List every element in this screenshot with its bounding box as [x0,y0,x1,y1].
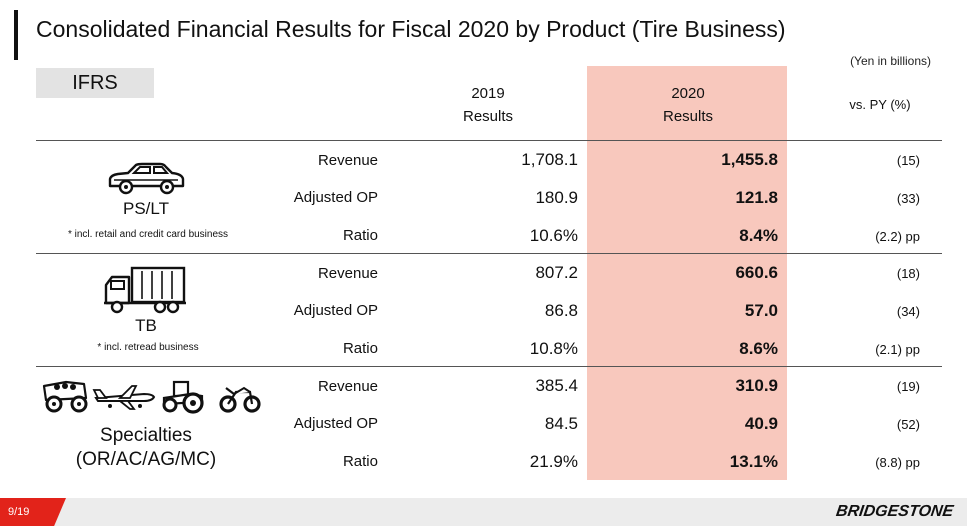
table-divider [36,366,942,367]
value-2019: 180.9 [535,188,578,207]
value-2019: 385.4 [535,376,578,395]
metric-label: Revenue [317,378,378,395]
segment-name-pslt: PS/LT [123,199,169,218]
value-2019: 84.5 [544,414,578,433]
car-icon [108,162,185,195]
value-2019: 10.8% [529,339,578,358]
value-vs-py: (52) [896,417,920,432]
value-2020: 121.8 [735,188,778,207]
segment-note-tb: * incl. retread business [97,342,199,353]
footer-bar [0,498,967,526]
value-2020: 40.9 [744,414,778,433]
value-2019: 807.2 [535,263,578,282]
metric-label: Adjusted OP [293,302,378,319]
page-title: Consolidated Financial Results for Fisca… [36,16,786,42]
value-2019: 10.6% [529,226,578,245]
value-2020: 13.1% [729,452,778,471]
metric-label: Adjusted OP [293,415,378,432]
value-2019: 1,708.1 [521,150,578,169]
bridgestone-logo: BRIDGESTONE [834,503,955,520]
specialty-vehicles-icon [42,380,261,414]
page-number-tab [0,498,66,526]
value-2020: 660.6 [735,263,778,282]
value-2020: 310.9 [735,376,778,395]
metric-label: Revenue [317,152,378,169]
value-vs-py: (2.2) pp [875,229,920,244]
title-accent-bar [14,10,18,60]
fy2020-highlight-column [587,66,787,480]
ifrs-label: IFRS [36,68,154,98]
metric-label: Adjusted OP [293,189,378,206]
value-vs-py: (33) [896,191,920,206]
segment-name-specialties-subtitle: (OR/AC/AG/MC) [75,449,217,470]
value-vs-py: (15) [896,153,920,168]
header-2020-year: 2020 [671,85,705,102]
metric-label: Ratio [342,453,378,470]
segment-name-specialties: Specialties [100,425,192,446]
metric-label: Revenue [317,265,378,282]
header-2019-results: 2019 Results [438,82,538,128]
value-vs-py: (34) [896,304,920,319]
unit-note: (Yen in billions) [850,54,931,68]
truck-icon [104,266,186,314]
value-2020: 8.6% [739,339,778,358]
header-vs-py: vs. PY (%) [849,97,911,112]
table-divider [36,253,942,254]
metric-label: Ratio [342,227,378,244]
header-2020-results: 2020 Results [638,82,738,128]
segment-name-tb: TB [135,316,157,335]
value-2019: 86.8 [544,301,578,320]
value-2019: 21.9% [529,452,578,471]
header-2019-year: 2019 [471,85,505,102]
value-vs-py: (8.8) pp [875,455,920,470]
header-2020-label: Results [662,108,714,125]
value-vs-py: (2.1) pp [875,342,920,357]
header-2019-label: Results [462,108,514,125]
metric-label: Ratio [342,340,378,357]
value-vs-py: (19) [896,379,920,394]
segment-note-pslt: * incl. retail and credit card business [67,229,229,240]
value-2020: 57.0 [744,301,778,320]
value-2020: 8.4% [739,226,778,245]
value-vs-py: (18) [896,266,920,281]
page-number: 9/19 [8,506,30,518]
table-divider [36,140,942,141]
value-2020: 1,455.8 [721,150,778,169]
